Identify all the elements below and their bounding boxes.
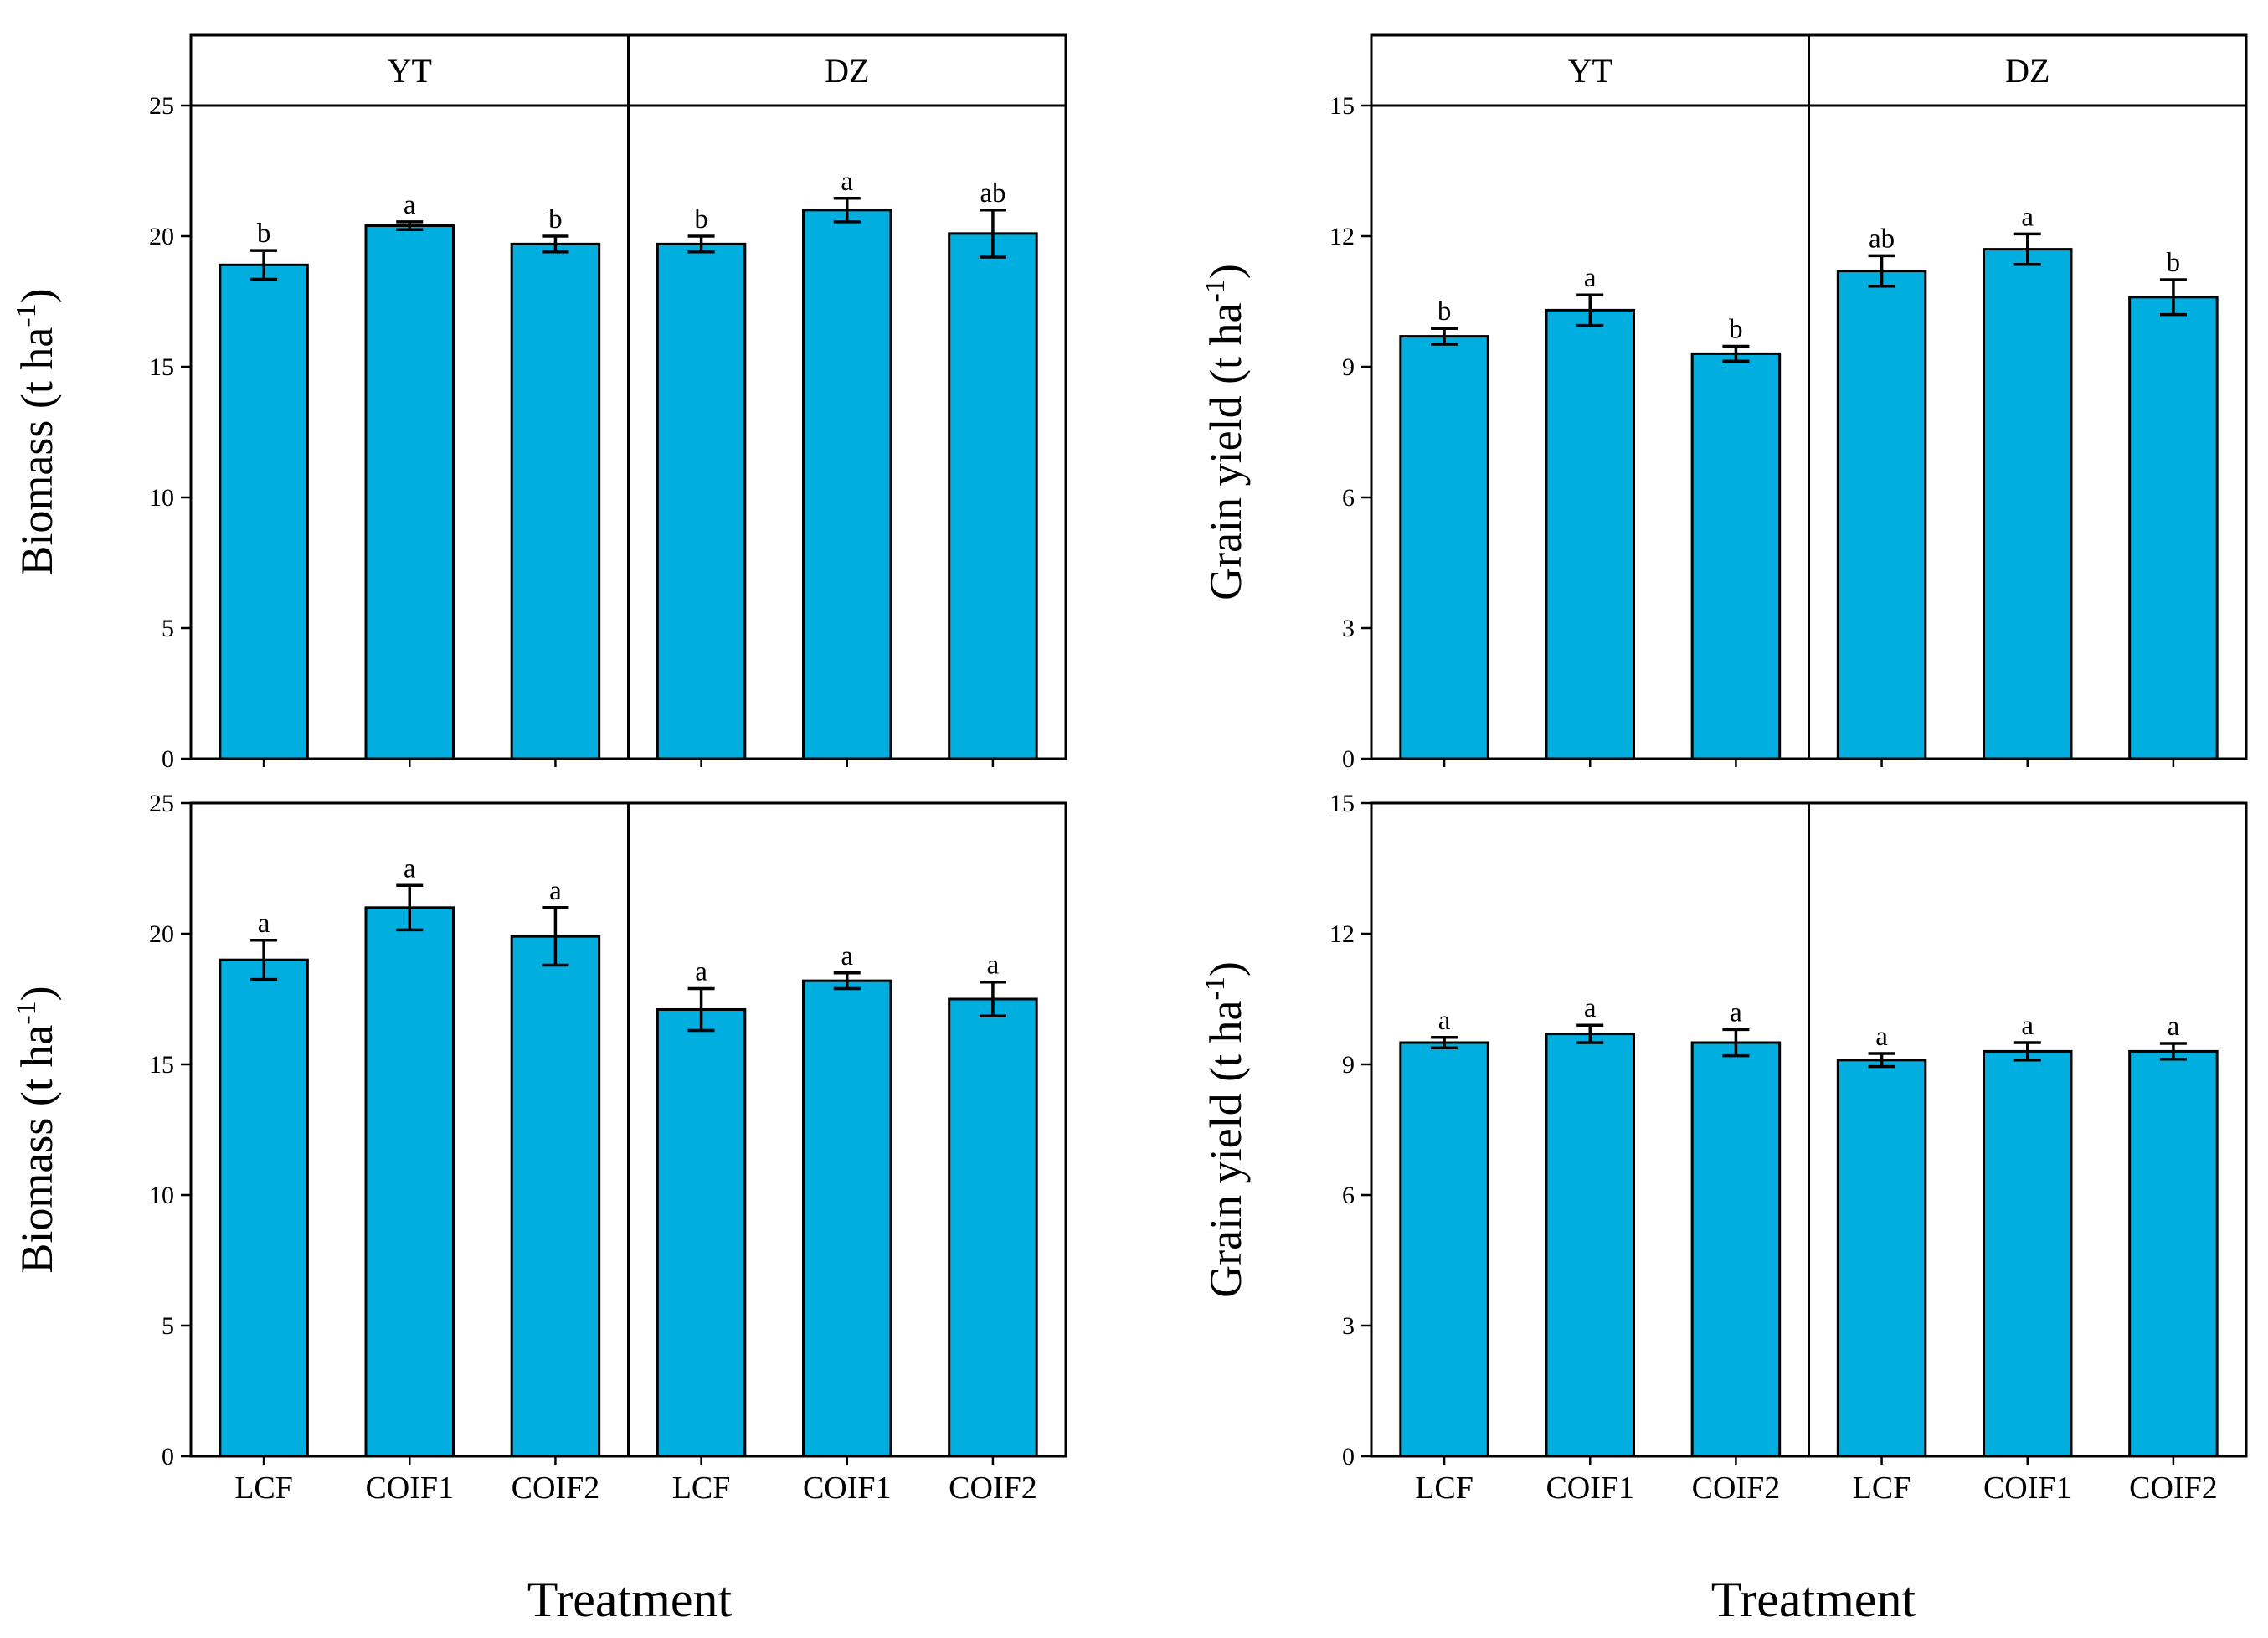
significance-letter: a xyxy=(404,853,416,883)
y-tick-label: 5 xyxy=(162,1312,174,1340)
strip-label-yt: YT xyxy=(388,52,432,90)
significance-letter: a xyxy=(1730,997,1742,1028)
bar-dz-lcf xyxy=(1836,1059,1927,1458)
y-tick-label: 0 xyxy=(162,745,174,773)
y-tick-label: 15 xyxy=(1329,790,1355,817)
y-tick-label: 9 xyxy=(1342,1051,1355,1079)
y-tick-label: 0 xyxy=(162,1443,174,1471)
y-tick-label: 15 xyxy=(149,353,174,381)
bar-dz-coif2 xyxy=(948,232,1038,760)
x-tick-label: COIF1 xyxy=(1983,1471,2072,1506)
x-tick-label: COIF2 xyxy=(512,1471,600,1506)
y-tick-label: 15 xyxy=(1329,92,1355,120)
significance-letter: b xyxy=(1437,296,1452,327)
y-tick-label: 10 xyxy=(149,1182,174,1209)
y-axis-title: Grain yield (t ha-1) xyxy=(1200,961,1251,1298)
bar-yt-coif2 xyxy=(510,935,601,1458)
bar-dz-lcf xyxy=(1836,270,1927,760)
bar-yt-coif2 xyxy=(1690,1041,1782,1458)
bar-dz-coif1 xyxy=(1983,248,2073,760)
significance-letter: a xyxy=(549,876,562,906)
bar-dz-coif2 xyxy=(948,997,1038,1458)
bar-dz-coif1 xyxy=(802,209,892,760)
panel-bottom-right: 0 3 6 9 12 15 Grain yield (t ha-1) a LCF a COIF1 a C… xyxy=(1200,790,2248,1506)
significance-letter: a xyxy=(695,957,707,987)
x-tick-label: LCF xyxy=(1853,1471,1911,1506)
x-tick-label: LCF xyxy=(1415,1471,1473,1506)
bar-yt-coif2 xyxy=(1690,352,1782,760)
bar-dz-coif1 xyxy=(1983,1049,2073,1458)
bar-yt-coif1 xyxy=(364,906,455,1458)
y-tick-label: 6 xyxy=(1342,1182,1355,1209)
bar-yt-lcf xyxy=(219,958,309,1458)
y-tick-label: 20 xyxy=(149,223,174,250)
y-tick-label: 6 xyxy=(1342,484,1355,512)
bar-yt-lcf xyxy=(1399,1041,1489,1458)
bar-dz-lcf xyxy=(656,1007,747,1458)
y-axis-title: Biomass (t ha-1) xyxy=(11,986,62,1273)
significance-letter: a xyxy=(1584,993,1597,1023)
x-axis-title-right: Treatment xyxy=(1711,1572,1916,1627)
significance-letter: a xyxy=(2021,1011,2034,1041)
bar-dz-lcf xyxy=(656,242,747,760)
bar-dz-coif2 xyxy=(2128,296,2219,760)
y-tick-label: 12 xyxy=(1329,223,1355,250)
y-axis-title: Grain yield (t ha-1) xyxy=(1200,264,1251,600)
x-tick-label: COIF1 xyxy=(365,1471,454,1506)
significance-letter: b xyxy=(694,204,708,234)
strip-label-yt: YT xyxy=(1568,52,1612,90)
significance-letter: a xyxy=(258,909,270,939)
significance-letter: b xyxy=(257,219,271,249)
strip-label-dz: DZ xyxy=(825,52,869,90)
x-tick-label: LCF xyxy=(672,1471,731,1506)
significance-letter: ab xyxy=(980,178,1005,209)
y-tick-label: 3 xyxy=(1342,1312,1355,1340)
significance-letter: a xyxy=(987,950,1000,981)
significance-letter: ab xyxy=(1869,224,1895,254)
x-tick-label: COIF2 xyxy=(949,1471,1037,1506)
x-tick-label: COIF1 xyxy=(1545,1471,1634,1506)
y-tick-label: 0 xyxy=(1342,745,1355,773)
significance-letter: a xyxy=(1438,1006,1451,1036)
x-axis-title-left: Treatment xyxy=(527,1572,733,1627)
significance-letter: a xyxy=(1584,263,1597,293)
y-tick-label: 25 xyxy=(149,790,174,817)
significance-letter: b xyxy=(2167,248,2181,278)
significance-letter: a xyxy=(841,941,853,971)
bar-yt-lcf xyxy=(219,263,309,760)
y-tick-label: 20 xyxy=(149,920,174,948)
bar-dz-coif1 xyxy=(802,979,892,1458)
significance-letter: a xyxy=(2168,1012,2180,1042)
significance-letter: b xyxy=(548,204,563,234)
significance-letter: a xyxy=(404,190,416,220)
bar-yt-coif1 xyxy=(364,224,455,760)
y-tick-label: 3 xyxy=(1342,615,1355,642)
strip-label-dz: DZ xyxy=(2005,52,2049,90)
bar-dz-coif2 xyxy=(2128,1049,2219,1458)
x-tick-label: COIF2 xyxy=(1692,1471,1781,1506)
x-tick-label: COIF2 xyxy=(2129,1471,2218,1506)
bar-yt-lcf xyxy=(1399,335,1489,760)
significance-letter: b xyxy=(1729,315,1743,345)
x-tick-label: LCF xyxy=(234,1471,293,1506)
y-tick-label: 12 xyxy=(1329,920,1355,948)
significance-letter: a xyxy=(2021,202,2034,232)
significance-letter: a xyxy=(1875,1022,1888,1052)
bar-yt-coif1 xyxy=(1545,308,1635,760)
y-tick-label: 25 xyxy=(149,92,174,120)
y-tick-label: 15 xyxy=(149,1051,174,1079)
y-axis-title: Biomass (t ha-1) xyxy=(11,288,62,575)
bar-yt-coif2 xyxy=(510,242,601,760)
bar-yt-coif1 xyxy=(1545,1033,1635,1458)
x-tick-label: COIF1 xyxy=(803,1471,892,1506)
y-tick-label: 9 xyxy=(1342,353,1355,381)
y-tick-label: 5 xyxy=(162,615,174,642)
panel-bottom-left: 0 5 10 15 20 25 Biomass (t ha-1) a LCF a COIF1 a COI… xyxy=(11,790,1067,1506)
y-tick-label: 10 xyxy=(149,484,174,512)
significance-letter: a xyxy=(841,167,853,197)
y-tick-label: 0 xyxy=(1342,1443,1355,1471)
